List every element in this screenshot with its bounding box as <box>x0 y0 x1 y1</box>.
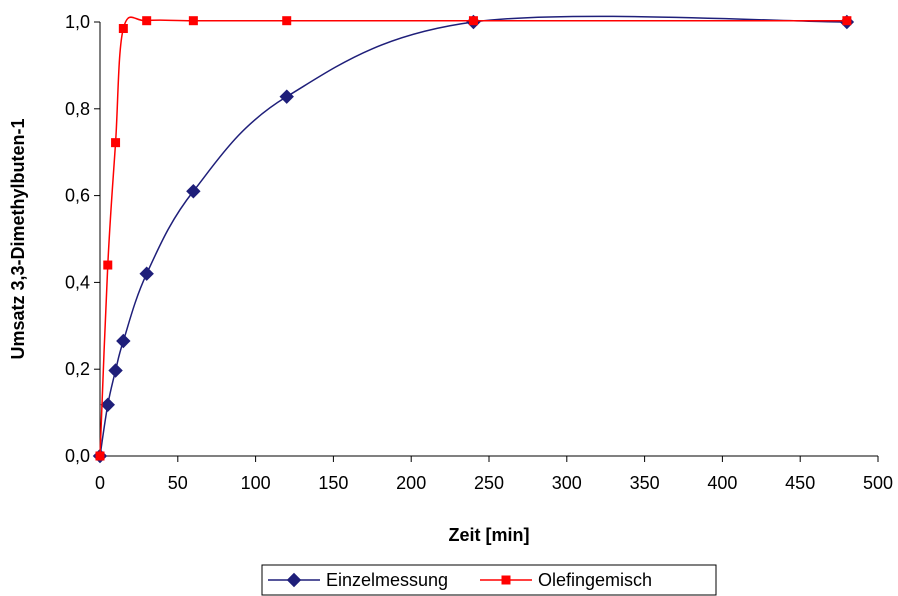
data-point <box>108 363 123 378</box>
legend-marker <box>501 575 511 585</box>
data-point <box>100 397 115 412</box>
x-tick-label: 250 <box>474 473 504 493</box>
data-point <box>111 138 121 148</box>
x-tick-label: 400 <box>707 473 737 493</box>
x-tick-label: 350 <box>630 473 660 493</box>
y-tick-label: 0,2 <box>65 359 90 379</box>
x-tick-label: 50 <box>168 473 188 493</box>
data-point <box>95 451 105 461</box>
data-point <box>188 16 198 26</box>
data-point <box>139 266 154 281</box>
y-tick-label: 0,6 <box>65 186 90 206</box>
x-tick-label: 100 <box>241 473 271 493</box>
data-point <box>186 184 201 199</box>
data-point <box>142 16 152 26</box>
data-point <box>282 16 292 26</box>
data-point <box>842 16 852 26</box>
y-tick-label: 0,0 <box>65 446 90 466</box>
series-einzelmessung <box>92 14 855 464</box>
x-tick-label: 200 <box>396 473 426 493</box>
x-tick-label: 500 <box>863 473 893 493</box>
x-axis-title: Zeit [min] <box>449 525 530 545</box>
y-tick-label: 1,0 <box>65 12 90 32</box>
legend-label: Olefingemisch <box>538 570 652 590</box>
legend-item: Einzelmessung <box>268 570 448 590</box>
legend-marker <box>286 572 302 588</box>
data-point <box>116 333 131 349</box>
data-point <box>103 260 113 270</box>
x-tick-label: 0 <box>95 473 105 493</box>
x-tick-label: 450 <box>785 473 815 493</box>
data-point <box>118 24 128 34</box>
series-line <box>99 15 847 457</box>
series-olefingemisch <box>95 16 852 461</box>
legend-label: Einzelmessung <box>326 570 448 590</box>
data-point <box>279 89 294 104</box>
data-point <box>468 16 478 26</box>
y-axis-title: Umsatz 3,3-Dimethylbuten-1 <box>8 118 28 359</box>
y-tick-label: 0,4 <box>65 272 90 292</box>
x-tick-label: 300 <box>552 473 582 493</box>
y-tick-label: 0,8 <box>65 99 90 119</box>
series-line <box>99 16 847 457</box>
x-tick-label: 150 <box>318 473 348 493</box>
legend: Einzelmessung Olefingemisch <box>261 564 717 596</box>
legend-item: Olefingemisch <box>480 570 652 590</box>
